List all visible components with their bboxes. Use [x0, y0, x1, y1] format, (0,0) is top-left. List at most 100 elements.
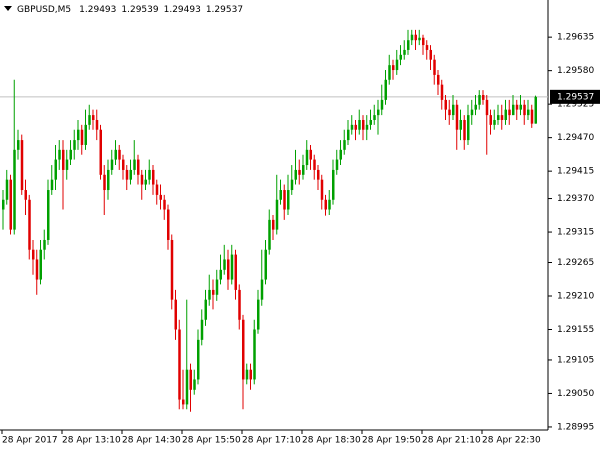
candle-body	[343, 140, 346, 150]
candle-body	[512, 104, 515, 116]
y-tick-label: 1.29210	[557, 292, 594, 302]
candle-body	[84, 124, 87, 145]
candle-body	[152, 169, 155, 185]
y-tick-label: 1.29105	[557, 355, 594, 365]
candle-body	[523, 104, 526, 116]
candle-body	[305, 149, 309, 166]
candle-body	[527, 109, 530, 116]
candle-body	[437, 74, 440, 85]
header-open: 1.29493	[79, 5, 116, 15]
candle-body	[163, 199, 166, 210]
candle-body	[174, 299, 177, 330]
candle-body	[170, 239, 174, 300]
candle-body	[107, 169, 110, 191]
candle-body	[54, 159, 57, 180]
candle-body	[294, 169, 297, 180]
candle-body	[485, 99, 489, 116]
candle-body	[92, 115, 95, 120]
candle-body	[309, 149, 312, 160]
candle-body	[392, 65, 395, 71]
candle-body	[474, 104, 477, 110]
candle-body	[144, 179, 147, 185]
candle-body	[534, 96, 537, 124]
candle-body	[287, 190, 290, 210]
x-tick-label: 28 Apr 15:50	[182, 436, 241, 446]
candle-body	[328, 199, 331, 210]
candle-body	[388, 65, 391, 80]
candle-body	[302, 165, 305, 175]
candle-body	[204, 299, 207, 320]
current-price-box	[550, 89, 600, 104]
candle-body	[215, 279, 219, 295]
candle-body	[35, 259, 39, 280]
candle-body	[422, 37, 425, 46]
x-tick-label: 28 Apr 13:10	[62, 436, 121, 446]
candle-body	[32, 249, 35, 260]
candle-body	[189, 369, 192, 390]
candle-body	[478, 95, 481, 105]
candle-body	[223, 259, 226, 270]
candle-body	[9, 179, 12, 230]
candle-body	[504, 109, 507, 120]
candle-body	[2, 199, 5, 210]
candle-body	[380, 99, 384, 110]
candle-body	[463, 119, 466, 141]
candle-body	[290, 179, 294, 191]
x-tick-label: 28 Apr 2017	[2, 436, 58, 446]
y-tick-label: 1.29525	[557, 100, 594, 110]
candle-body	[230, 254, 234, 280]
candle-body	[39, 249, 42, 280]
candle-body	[80, 129, 84, 145]
candle-body	[324, 199, 327, 210]
candle-body	[347, 129, 350, 141]
candle-body	[197, 339, 200, 380]
candle-body	[13, 149, 16, 230]
candle-body	[493, 119, 496, 125]
y-tick-label: 1.29370	[557, 194, 594, 204]
candle-body	[500, 115, 504, 120]
candle-body	[433, 59, 436, 75]
header-low: 1.29493	[164, 5, 201, 15]
candle-body	[452, 104, 455, 116]
candle-body	[508, 109, 511, 116]
candle-body	[384, 79, 387, 100]
candle-body	[335, 159, 339, 170]
x-tick-label: 28 Apr 14:30	[122, 436, 181, 446]
candle-body	[418, 37, 421, 41]
candle-body	[43, 239, 46, 250]
candle-body	[238, 289, 241, 320]
candle-body	[110, 159, 114, 170]
candle-body	[5, 179, 9, 200]
menu-triangle	[4, 6, 12, 11]
candle-body	[369, 119, 372, 125]
header-high: 1.29539	[121, 5, 158, 15]
candle-body	[339, 149, 342, 160]
candle-body	[69, 149, 72, 160]
candle-body	[208, 289, 211, 300]
candle-body	[444, 99, 447, 110]
candle-body	[448, 109, 451, 116]
candle-body	[482, 95, 485, 100]
header-close: 1.29537	[206, 5, 243, 15]
candle-body	[320, 179, 324, 200]
candle-body	[489, 115, 492, 125]
candle-body	[140, 174, 144, 185]
chart-title: GBPUSD,M5 1.29493 1.29539 1.29493 1.29537	[17, 5, 243, 15]
candle-body	[264, 249, 267, 280]
candle-body	[362, 119, 365, 130]
y-tick-label: 1.29470	[557, 133, 594, 143]
candle-body	[182, 399, 185, 405]
candle-body	[257, 299, 260, 330]
candle-body	[313, 159, 316, 170]
candle-body	[515, 104, 519, 110]
candle-body	[425, 45, 429, 50]
y-tick-label: 1.29415	[557, 167, 594, 177]
candle-body	[242, 319, 245, 380]
candle-body	[365, 124, 369, 130]
candle-body	[358, 119, 361, 130]
candle-body	[17, 140, 20, 150]
candle-body	[88, 115, 91, 125]
candle-body	[118, 149, 121, 160]
candle-body	[103, 174, 106, 191]
